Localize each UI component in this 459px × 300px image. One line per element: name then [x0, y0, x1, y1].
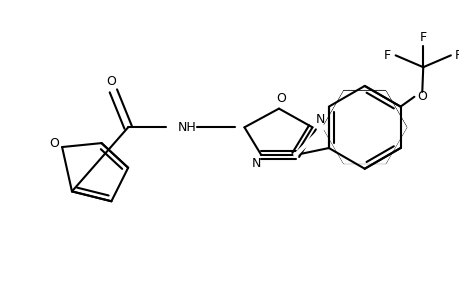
- Text: NH: NH: [177, 121, 196, 134]
- Text: O: O: [416, 90, 426, 103]
- Polygon shape: [323, 92, 405, 163]
- Text: N: N: [251, 157, 260, 170]
- Text: O: O: [49, 136, 59, 150]
- Text: F: F: [454, 49, 459, 62]
- Text: N: N: [315, 113, 325, 126]
- Text: F: F: [419, 31, 426, 44]
- Text: F: F: [383, 49, 391, 62]
- Text: O: O: [275, 92, 285, 105]
- Text: O: O: [106, 76, 116, 88]
